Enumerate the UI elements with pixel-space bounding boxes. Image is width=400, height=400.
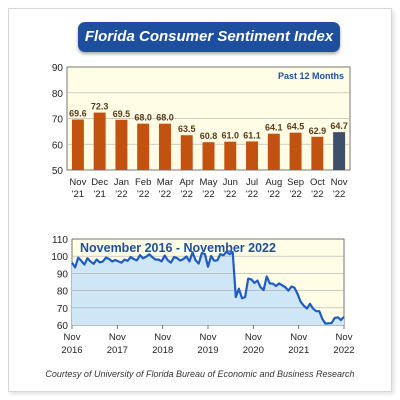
area-x-tick-month: Nov [64, 332, 81, 343]
area-x-tick-year: 2021 [288, 345, 309, 356]
bar-x-tick-year: '21 [93, 189, 105, 200]
series-line [71, 250, 345, 325]
bar-y-tick-label: 80 [52, 89, 64, 100]
bar-x-tick-year: '21 [72, 189, 84, 200]
bar-x-tick-year: '22 [311, 189, 323, 200]
bar-x-tick-month: Oct [310, 177, 325, 188]
bar-x-tick-year: '22 [202, 189, 214, 200]
bar-value-label: 61.1 [243, 130, 261, 140]
bar-x-tick-month: Feb [135, 177, 151, 188]
bar-value-label: 63.5 [178, 124, 196, 134]
area-y-tick-label: 60 [57, 321, 69, 332]
bar-value-label: 60.8 [200, 131, 218, 141]
bar-value-label: 64.7 [330, 121, 348, 131]
bar-x-tick-month: Sep [287, 177, 304, 188]
bar [115, 119, 128, 170]
bar-value-label: 68.0 [156, 113, 174, 123]
bar-value-label: 61.0 [222, 131, 240, 141]
bar-y-tick-label: 90 [52, 63, 64, 74]
area-x-tick-month: Nov [336, 332, 353, 343]
bar-x-tick-year: '22 [181, 189, 193, 200]
bar-x-tick-month: May [200, 177, 218, 188]
bar-y-tick-label: 70 [52, 115, 64, 126]
bar-x-tick-year: '22 [159, 189, 171, 200]
bar-x-tick-year: '22 [333, 189, 345, 200]
area-y-tick-label: 70 [57, 304, 69, 315]
bar-value-label: 62.9 [309, 126, 327, 136]
area-x-tick-year: 2019 [197, 345, 218, 356]
area-x-tick-year: 2020 [243, 345, 264, 356]
bar-x-tick-year: '22 [268, 189, 280, 200]
bar-x-tick-month: Jun [223, 177, 238, 188]
bar-x-tick-year: '22 [137, 189, 149, 200]
bar [224, 141, 237, 170]
bar [137, 123, 150, 170]
area-x-tick-year: 2018 [152, 345, 173, 356]
bar [93, 112, 106, 170]
area-x-tick-month: Nov [109, 332, 126, 343]
bar [71, 119, 84, 170]
area-x-tick-year: 2017 [107, 345, 128, 356]
bar-x-tick-month: Aug [265, 177, 282, 188]
area-x-tick-month: Nov [245, 332, 262, 343]
area-y-tick-label: 100 [51, 252, 68, 263]
bar [289, 132, 302, 170]
bar-value-label: 69.5 [113, 109, 131, 119]
bar-value-label: 72.3 [91, 102, 109, 112]
bar-x-tick-year: '22 [224, 189, 236, 200]
bar-x-tick-year: '22 [115, 189, 127, 200]
bar-value-label: 64.1 [265, 123, 283, 133]
area-y-tick-label: 90 [57, 269, 69, 280]
bar-y-tick-label: 60 [52, 140, 64, 151]
bar-x-tick-month: Jul [246, 177, 258, 188]
bar [311, 136, 324, 170]
bar-value-label: 69.6 [69, 109, 87, 119]
area-fill [72, 251, 344, 325]
bar [180, 135, 193, 170]
bar-x-tick-month: Dec [91, 177, 108, 188]
area-y-tick-label: 110 [52, 235, 68, 246]
bar-y-tick-label: 50 [52, 166, 64, 177]
bar-value-label: 64.5 [287, 122, 305, 132]
bar-value-label: 68.0 [134, 113, 152, 123]
bar-x-tick-month: Apr [179, 177, 194, 188]
bar [158, 123, 171, 170]
bar [202, 142, 215, 170]
area-x-tick-year: 2016 [61, 345, 82, 356]
bar-x-tick-month: Jan [114, 177, 129, 188]
chart-title: Florida Consumer Sentiment Index [78, 22, 340, 52]
bar [333, 132, 346, 170]
area-x-tick-month: Nov [154, 332, 171, 343]
area-x-tick-month: Nov [200, 332, 217, 343]
area-x-tick-month: Nov [290, 332, 307, 343]
bar [267, 133, 280, 170]
bar-x-tick-year: '22 [289, 189, 301, 200]
bar [246, 141, 259, 170]
bar-x-tick-year: '22 [246, 189, 258, 200]
bar-x-tick-month: Nov [331, 177, 348, 188]
bar-panel-annotation: Past 12 Months [278, 71, 344, 81]
credit-text: Courtesy of University of Florida Bureau… [45, 369, 355, 379]
area-y-tick-label: 80 [57, 287, 69, 298]
area-x-tick-year: 2022 [333, 345, 354, 356]
bar-x-tick-month: Mar [157, 177, 173, 188]
bar-x-tick-month: Nov [69, 177, 86, 188]
area-panel-title: November 2016 - November 2022 [80, 241, 276, 255]
